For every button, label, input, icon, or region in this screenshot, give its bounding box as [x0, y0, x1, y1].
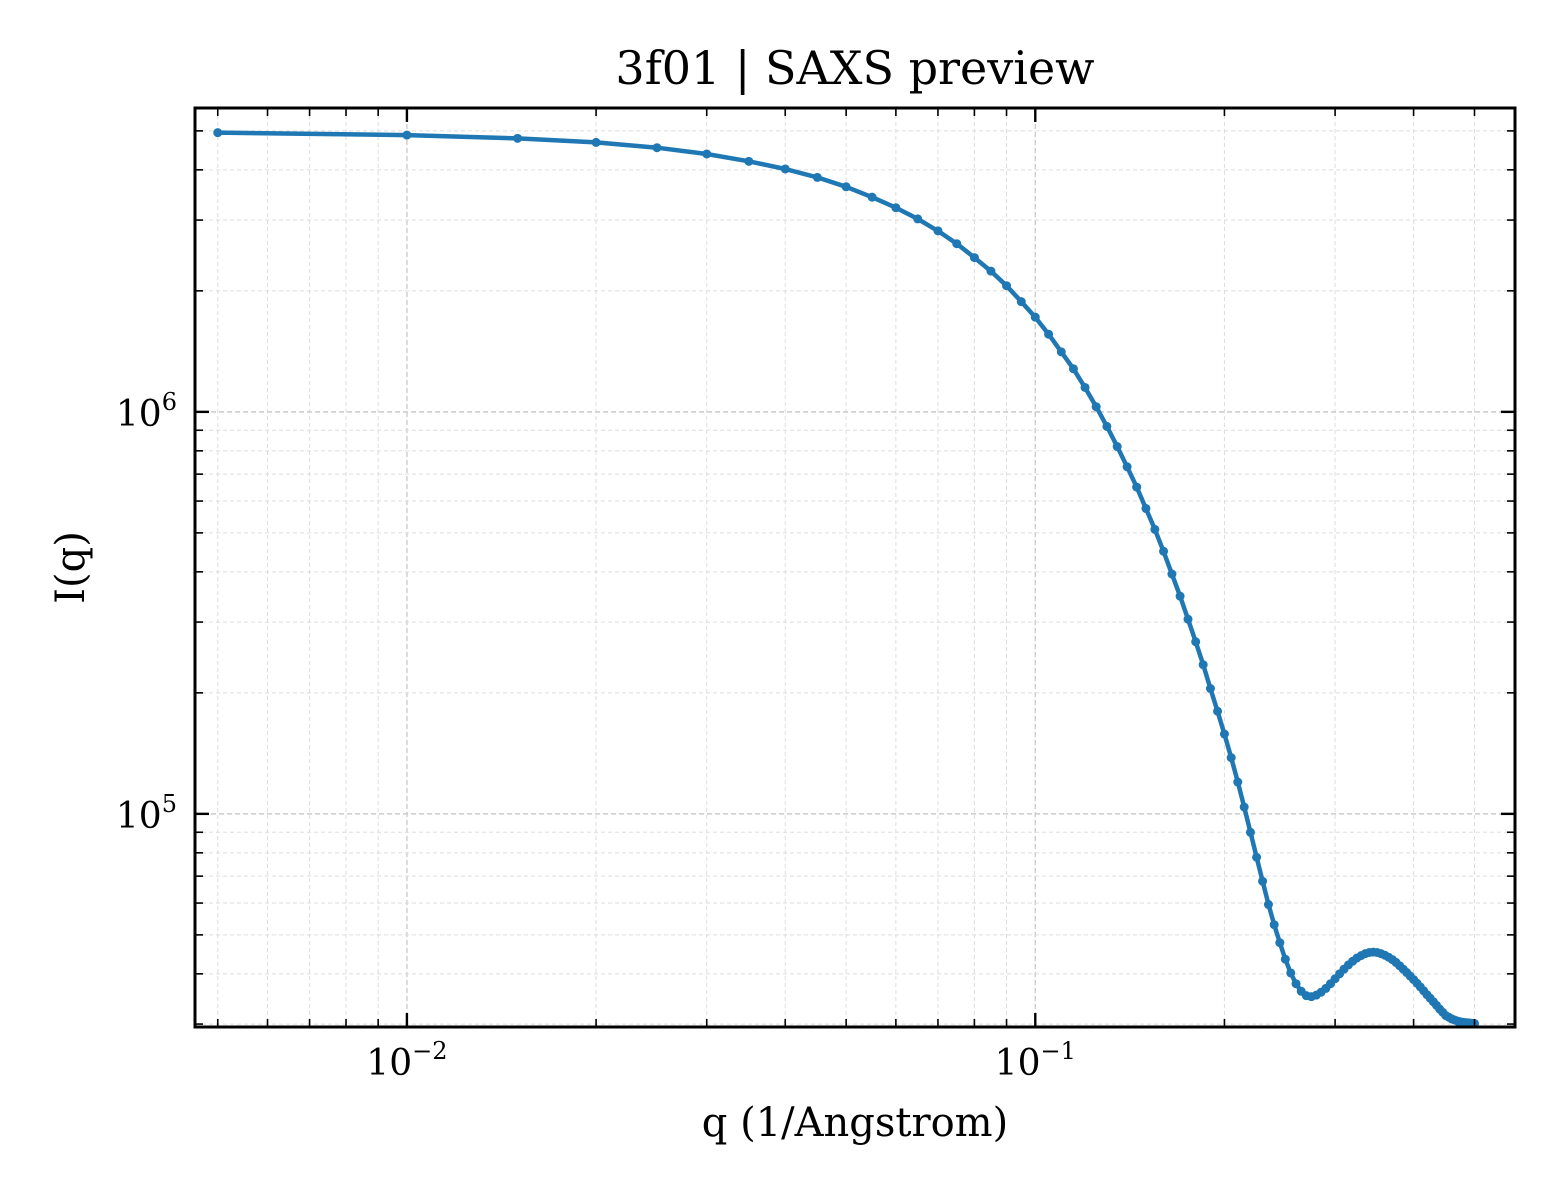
- data-point: [933, 226, 943, 236]
- data-point: [1132, 482, 1142, 492]
- data-point: [780, 164, 790, 174]
- data-point: [867, 192, 877, 202]
- data-point: [1016, 297, 1026, 307]
- data-point: [1263, 900, 1273, 910]
- data-point: [1102, 421, 1112, 431]
- data-point: [1252, 852, 1262, 862]
- y-tick-label: 105: [116, 790, 177, 837]
- grid: [195, 108, 1515, 1027]
- data-point: [1159, 546, 1169, 556]
- data-point: [1056, 347, 1066, 357]
- data-point: [969, 253, 979, 263]
- data-point: [841, 182, 851, 192]
- data-point: [591, 137, 601, 147]
- data-point: [1122, 462, 1132, 472]
- data-point: [1226, 753, 1236, 763]
- data-point: [1245, 827, 1255, 837]
- data-point: [213, 128, 223, 138]
- x-tick-label: 10−2: [366, 1037, 447, 1084]
- data-point: [1167, 569, 1177, 579]
- data-point: [1044, 329, 1054, 339]
- data-point: [702, 149, 712, 159]
- data-point: [744, 156, 754, 166]
- data-point: [986, 266, 996, 276]
- data-point: [1233, 777, 1243, 787]
- data-point: [1280, 954, 1290, 964]
- data-point: [812, 172, 822, 182]
- data-point: [1175, 591, 1185, 601]
- data-point: [513, 133, 523, 143]
- plot-frame: [193, 106, 1517, 1029]
- data-point: [1141, 503, 1151, 513]
- data-point: [1068, 364, 1078, 374]
- data-point: [1205, 684, 1215, 694]
- data-point: [1198, 660, 1208, 670]
- data-point: [402, 130, 412, 140]
- x-tick-label: 10−1: [995, 1037, 1076, 1084]
- axis-ticks: [195, 108, 1515, 1027]
- x-axis-label: q (1/Angstrom): [702, 1100, 1008, 1146]
- data-point: [952, 239, 962, 249]
- data-point: [1286, 968, 1296, 978]
- data-point: [1080, 382, 1090, 392]
- data-point: [913, 214, 923, 224]
- data-point: [891, 203, 901, 213]
- data-point: [1191, 637, 1201, 647]
- data-point: [1030, 312, 1040, 322]
- data-point: [1269, 920, 1279, 930]
- data-point: [1258, 876, 1268, 886]
- y-axis-label: I(q): [48, 531, 94, 604]
- data-point: [652, 143, 662, 153]
- tick-labels: 10−2 10−1 105 106: [116, 388, 1076, 1084]
- chart-title: 3f01 | SAXS preview: [615, 41, 1094, 95]
- data-point: [1291, 979, 1301, 989]
- data-point: [1183, 614, 1193, 624]
- data-point: [1275, 938, 1285, 948]
- data-point: [1002, 281, 1012, 291]
- data-point: [1219, 729, 1229, 739]
- series-layer: [213, 128, 1479, 1028]
- data-point: [1213, 706, 1223, 716]
- data-point: [1239, 802, 1249, 812]
- data-point: [1150, 524, 1160, 534]
- y-tick-label: 106: [116, 388, 177, 435]
- data-point: [1112, 442, 1122, 452]
- data-point: [1091, 402, 1101, 412]
